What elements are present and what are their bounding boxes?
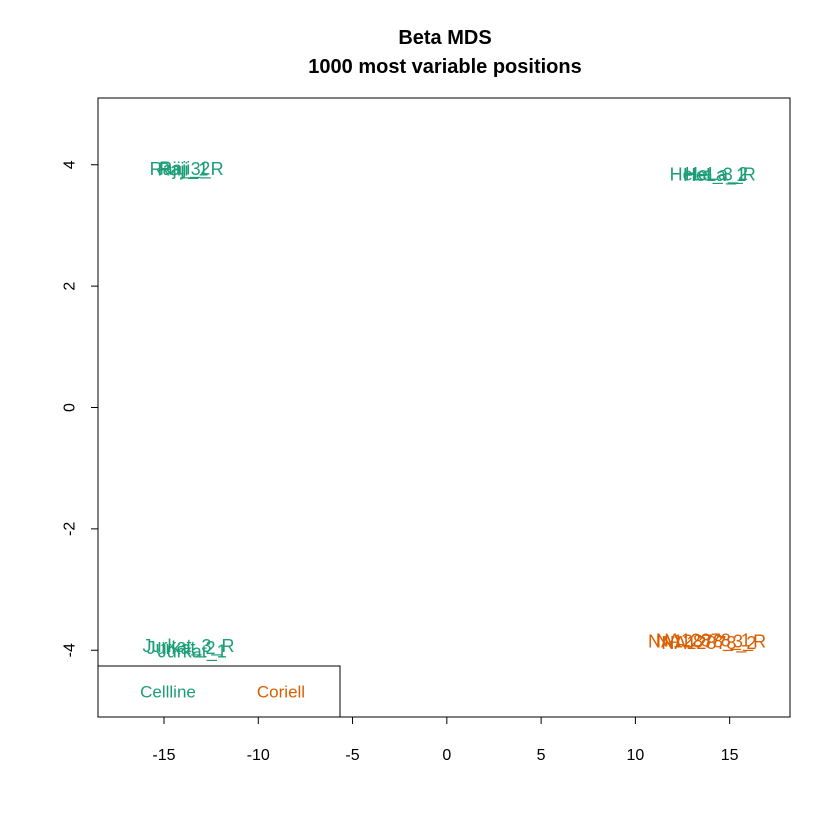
x-tick-label: -5 — [345, 747, 359, 764]
point-label-raji-2: Raji_2 — [159, 158, 210, 179]
plot-frame — [97, 97, 791, 718]
point-label-jurkat-1: Jurkat_1 — [158, 641, 227, 662]
x-tick-label: 5 — [537, 747, 546, 764]
y-tick-label: -2 — [62, 522, 79, 536]
point-label-jurkat-3-r: Jurkat_3_R — [142, 636, 234, 657]
x-tick-label: -10 — [247, 747, 270, 764]
x-tick-label: 10 — [626, 747, 644, 764]
chart-title: Beta MDS — [398, 27, 491, 49]
y-tick-label: 0 — [62, 403, 79, 412]
point-label-raji-1: Raji_1 — [157, 160, 208, 181]
point-label-na12878-2: NA12878_2 — [661, 633, 756, 654]
point-label-hela-2: HeLa_2 — [685, 164, 748, 185]
legend: Cellline Coriell — [97, 665, 341, 718]
point-label-na12878-3-r: NA12878_3_R — [648, 632, 766, 653]
x-tick-label: 15 — [721, 747, 739, 764]
x-tick-label: -15 — [152, 747, 175, 764]
legend-box — [97, 665, 341, 718]
y-tick-label: 2 — [62, 282, 79, 291]
point-label-jurkat-2: Jurkat_2 — [146, 638, 215, 659]
y-tick-label: -4 — [62, 643, 79, 657]
point-label-hela-3-r: HeLa_3_R — [670, 164, 756, 185]
x-tick-label: 0 — [442, 747, 451, 764]
legend-entry-coriell: Coriell — [257, 683, 305, 702]
y-tick-label: 4 — [62, 160, 79, 169]
chart-subtitle: 1000 most variable positions — [308, 56, 581, 78]
point-label-raji-3-r: Raji_3_R — [150, 159, 224, 180]
point-label-na12878-1: NA12878_1 — [656, 631, 751, 652]
legend-entry-cellline: Cellline — [140, 683, 196, 702]
point-label-hela-1: HeLa_1 — [683, 165, 746, 186]
